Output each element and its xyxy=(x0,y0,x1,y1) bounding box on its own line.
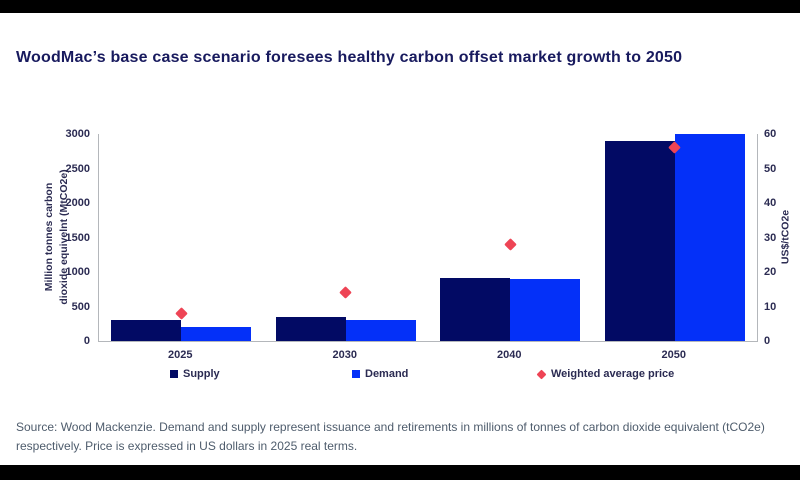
source-note: Source: Wood Mackenzie. Demand and suppl… xyxy=(16,418,782,456)
left-tick-1500: 1500 xyxy=(65,231,90,244)
supply-bar-2030 xyxy=(275,316,346,341)
price-marker-2040 xyxy=(503,238,517,251)
plot-area xyxy=(98,134,758,342)
right-tick-20: 20 xyxy=(764,266,777,278)
left-tick-2000: 2000 xyxy=(65,197,90,209)
left-tick-0: 0 xyxy=(83,335,90,347)
demand-bar-2040 xyxy=(510,278,581,341)
legend-item-demand: Demand xyxy=(352,368,408,382)
right-tick-40: 40 xyxy=(764,197,777,209)
page-title: WoodMac’s base case scenario foresees he… xyxy=(16,49,683,66)
x-label-2050: 2050 xyxy=(661,349,686,361)
legend-item-price: Weighted average price xyxy=(536,368,675,382)
supply-bar-2050 xyxy=(604,140,675,341)
x-label-2030: 2030 xyxy=(332,349,357,361)
right-tick-60: 60 xyxy=(764,128,777,140)
legend-price-label: Weighted average price xyxy=(551,368,675,380)
left-tick-2500: 2500 xyxy=(65,162,90,175)
supply-swatch-icon xyxy=(170,369,178,378)
demand-swatch-icon xyxy=(352,369,360,378)
left-tick-3000: 3000 xyxy=(65,128,90,140)
supply-bar-2025 xyxy=(111,320,182,341)
left-tick-1000: 1000 xyxy=(65,266,90,278)
left-tick-500: 500 xyxy=(71,300,90,313)
source-line2: respectively. Price is expressed in US d… xyxy=(16,439,358,453)
legend-supply-label: Supply xyxy=(183,368,220,380)
x-label-2040: 2040 xyxy=(497,349,522,361)
price-marker-2030 xyxy=(339,286,353,300)
price-diamond-icon xyxy=(536,369,547,379)
demand-bar-2030 xyxy=(345,320,416,341)
right-tick-0: 0 xyxy=(764,335,771,347)
legend-demand-label: Demand xyxy=(365,368,409,380)
right-tick-30: 30 xyxy=(764,231,777,244)
demand-bar-2025 xyxy=(181,327,252,341)
price-marker-2025 xyxy=(174,307,188,320)
legend-item-supply: Supply xyxy=(170,368,220,382)
demand-bar-2050 xyxy=(674,134,745,341)
chart-panel: WoodMac’s base case scenario foresees he… xyxy=(0,13,800,465)
x-label-2025: 2025 xyxy=(168,349,193,361)
right-tick-10: 10 xyxy=(764,300,777,313)
right-tick-50: 50 xyxy=(764,162,777,175)
supply-bar-2040 xyxy=(440,278,511,341)
source-line1: Source: Wood Mackenzie. Demand and suppl… xyxy=(16,420,765,434)
